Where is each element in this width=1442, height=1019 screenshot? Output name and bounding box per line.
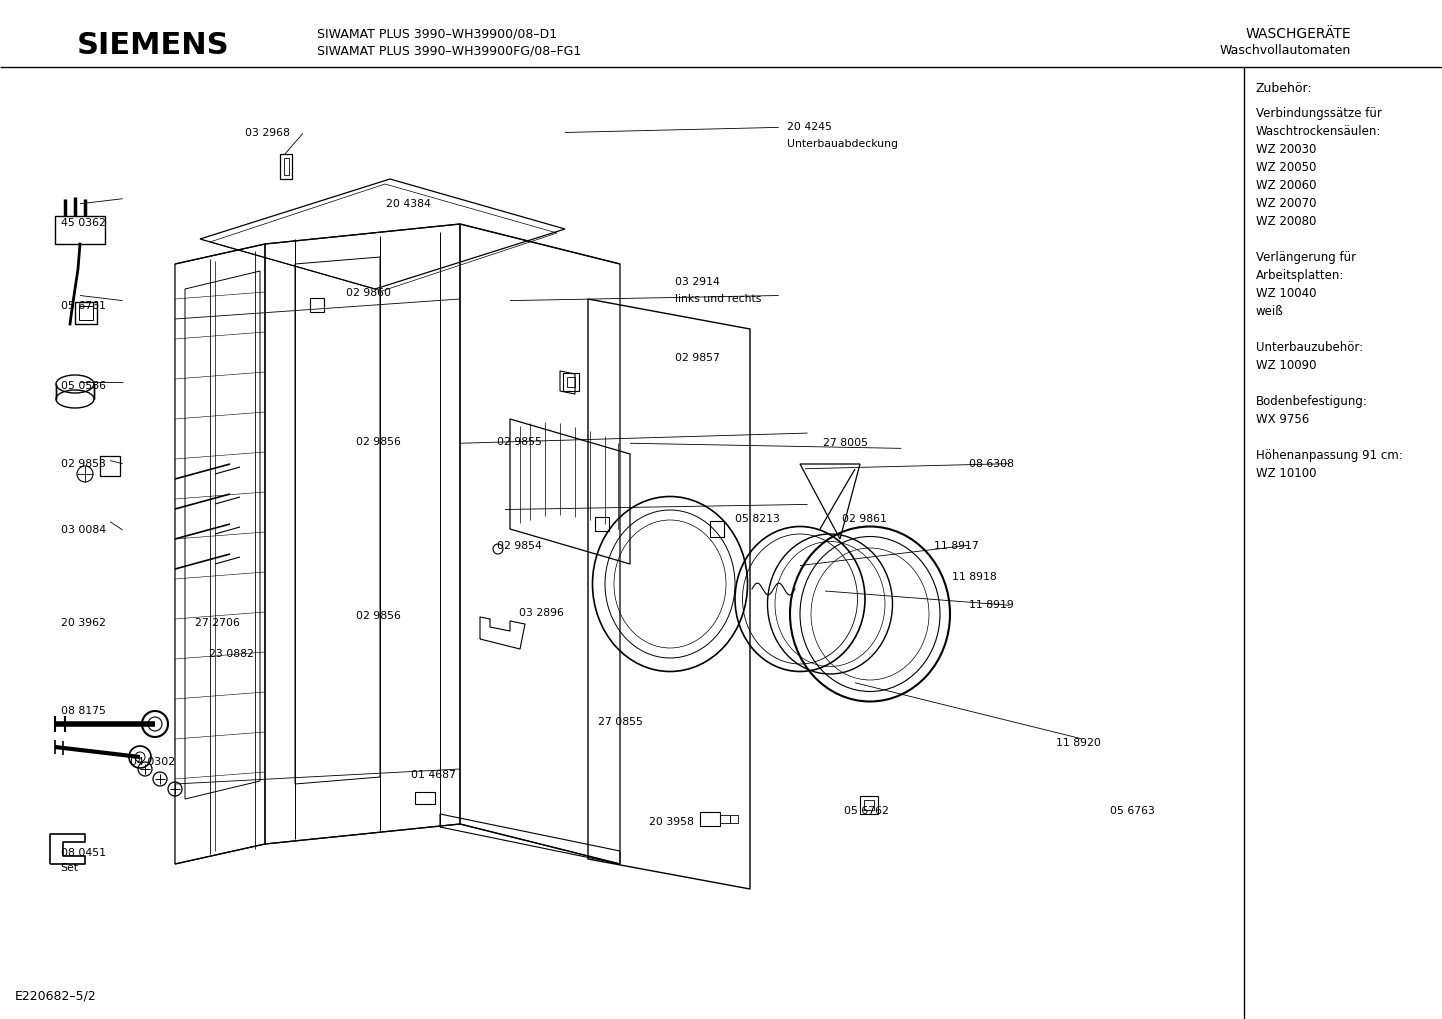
- Text: 05 6762: 05 6762: [844, 806, 888, 816]
- Text: 03 2896: 03 2896: [519, 608, 564, 619]
- Bar: [859, 796, 878, 814]
- Bar: [864, 800, 874, 810]
- Text: 20 4384: 20 4384: [386, 199, 431, 209]
- Bar: [280, 154, 291, 179]
- Text: 08 6308: 08 6308: [969, 459, 1014, 469]
- Text: 27 2706: 27 2706: [195, 618, 239, 628]
- Text: 08 8175: 08 8175: [61, 706, 105, 716]
- Text: 05 6761: 05 6761: [61, 301, 105, 311]
- Bar: [699, 812, 720, 826]
- Text: Waschvollautomaten: Waschvollautomaten: [1220, 45, 1351, 57]
- Bar: [709, 521, 724, 537]
- Text: 02 9854: 02 9854: [497, 541, 542, 551]
- Text: 03 0084: 03 0084: [61, 525, 105, 535]
- Text: 02 9861: 02 9861: [842, 514, 887, 524]
- Text: 08 0451: 08 0451: [61, 848, 105, 858]
- Bar: [562, 373, 580, 391]
- Bar: [596, 517, 609, 531]
- Text: SIEMENS: SIEMENS: [76, 32, 229, 60]
- Text: 11 8919: 11 8919: [969, 600, 1014, 610]
- Text: 01 4687: 01 4687: [411, 770, 456, 781]
- Text: 20 3958: 20 3958: [649, 817, 694, 827]
- Text: 05 6763: 05 6763: [1110, 806, 1155, 816]
- Text: 02 9853: 02 9853: [61, 459, 105, 469]
- Text: Verbindungssätze für
Waschtrockensäulen:
WZ 20030
WZ 20050
WZ 20060
WZ 20070
WZ : Verbindungssätze für Waschtrockensäulen:…: [1256, 107, 1403, 480]
- Bar: [75, 302, 97, 324]
- Text: 05 0586: 05 0586: [61, 381, 105, 391]
- Bar: [415, 792, 435, 804]
- Text: 20 3962: 20 3962: [61, 618, 105, 628]
- Text: 11 8917: 11 8917: [934, 541, 979, 551]
- Text: 27 0855: 27 0855: [598, 717, 643, 728]
- Bar: [79, 306, 92, 320]
- Text: Set: Set: [61, 863, 78, 873]
- Text: 11 8918: 11 8918: [952, 572, 996, 582]
- Text: 02 9857: 02 9857: [675, 353, 720, 363]
- Text: 23 0882: 23 0882: [209, 649, 254, 659]
- Text: 05 8213: 05 8213: [735, 514, 780, 524]
- Text: SIWAMAT PLUS 3990–WH39900FG/08–FG1: SIWAMAT PLUS 3990–WH39900FG/08–FG1: [317, 45, 581, 57]
- Text: 03 2968: 03 2968: [245, 128, 290, 139]
- Text: 27 8005: 27 8005: [823, 438, 868, 448]
- Text: E220682–5/2: E220682–5/2: [14, 989, 97, 1003]
- Text: 03 2914: 03 2914: [675, 277, 720, 287]
- Bar: [567, 377, 575, 387]
- Text: 45 0362: 45 0362: [61, 218, 105, 228]
- Text: 02 9856: 02 9856: [356, 611, 401, 622]
- Bar: [730, 815, 738, 823]
- Bar: [720, 815, 730, 823]
- Text: 11 8920: 11 8920: [1056, 738, 1100, 748]
- Bar: [99, 455, 120, 476]
- Bar: [55, 216, 105, 244]
- Text: Zubehör:: Zubehör:: [1256, 82, 1312, 95]
- Text: 20 4245: 20 4245: [787, 122, 832, 132]
- Text: 04 0302: 04 0302: [130, 757, 174, 767]
- Text: Unterbauabdeckung: Unterbauabdeckung: [787, 139, 898, 149]
- Text: 02 9860: 02 9860: [346, 288, 391, 299]
- Text: 02 9856: 02 9856: [356, 437, 401, 447]
- Text: SIWAMAT PLUS 3990–WH39900/08–D1: SIWAMAT PLUS 3990–WH39900/08–D1: [317, 28, 558, 40]
- Text: links und rechts: links und rechts: [675, 293, 761, 304]
- Text: 02 9855: 02 9855: [497, 437, 542, 447]
- Bar: [284, 158, 288, 175]
- Bar: [310, 298, 324, 312]
- Text: WASCHGERÄTE: WASCHGERÄTE: [1246, 26, 1351, 41]
